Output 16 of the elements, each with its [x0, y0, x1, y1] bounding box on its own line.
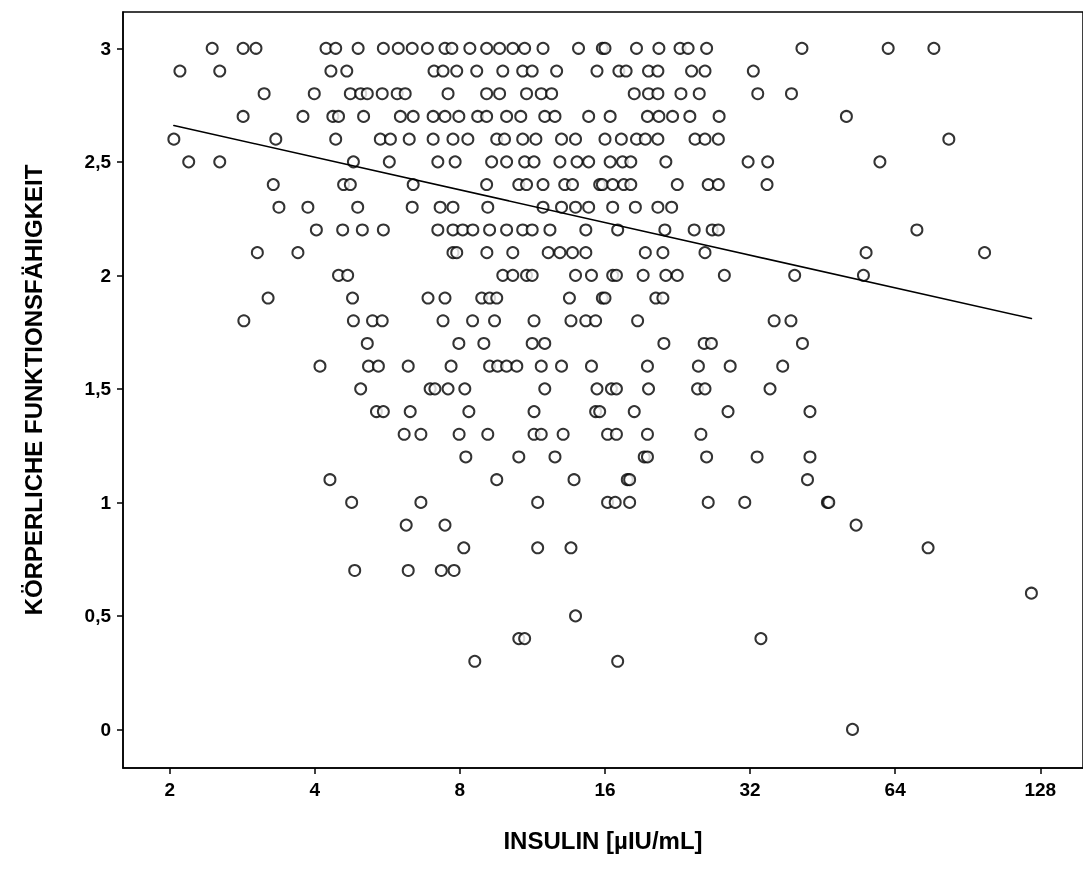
y-tick-label: 1: [100, 491, 112, 513]
y-tick-label: 3: [100, 37, 111, 59]
y-tick-label: 2,5: [84, 151, 112, 173]
y-tick-label: 1,5: [84, 378, 112, 400]
x-axis-title: INSULIN [µIU/mL]: [503, 826, 703, 854]
y-tick-label: 0,5: [84, 605, 112, 627]
y-tick-label: 0: [100, 718, 111, 740]
x-tick-label: 8: [454, 779, 466, 800]
y-tick-label: 2: [100, 264, 111, 286]
y-axis-title: KÖRPERLICHE FUNKTIONSFÄHIGKEIT: [19, 164, 47, 616]
x-tick-label: 4: [309, 779, 321, 800]
x-tick-label: 16: [594, 779, 616, 800]
x-tick-label: 32: [739, 779, 761, 800]
x-tick-label: 64: [884, 779, 907, 800]
x-tick-label: 128: [1024, 779, 1057, 800]
x-tick-label: 2: [164, 779, 175, 800]
